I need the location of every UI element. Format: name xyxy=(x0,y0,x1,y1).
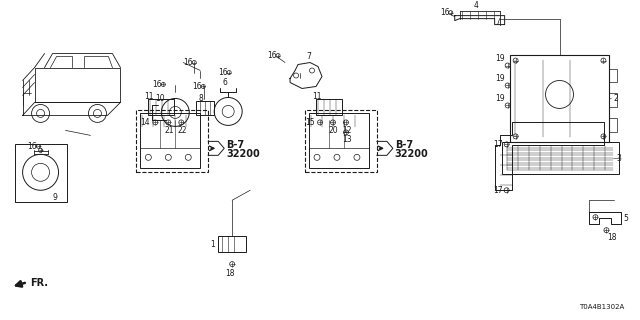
Text: 3: 3 xyxy=(616,154,621,163)
Text: 14: 14 xyxy=(140,118,150,127)
Text: 16: 16 xyxy=(267,51,276,60)
Bar xyxy=(609,118,618,132)
Text: 4: 4 xyxy=(474,1,479,10)
Text: B-7: B-7 xyxy=(395,140,413,150)
Bar xyxy=(502,142,620,174)
Bar xyxy=(136,110,208,172)
Text: 19: 19 xyxy=(495,54,505,63)
Text: 19: 19 xyxy=(495,74,505,83)
Text: 11: 11 xyxy=(312,92,321,101)
Text: 17: 17 xyxy=(493,140,503,149)
Text: 16: 16 xyxy=(192,82,202,91)
Text: 32200: 32200 xyxy=(226,149,260,159)
Text: 22: 22 xyxy=(177,126,187,135)
Text: 5: 5 xyxy=(623,214,628,223)
Text: 16: 16 xyxy=(152,80,162,89)
Text: 10: 10 xyxy=(156,94,165,103)
Text: 2: 2 xyxy=(613,94,618,103)
Text: 13: 13 xyxy=(342,135,351,144)
Text: 19: 19 xyxy=(495,94,505,103)
Bar xyxy=(305,110,377,172)
Text: FR.: FR. xyxy=(31,278,49,288)
Text: 16: 16 xyxy=(218,68,228,77)
Bar xyxy=(609,68,618,83)
Text: T0A4B1302A: T0A4B1302A xyxy=(579,304,625,310)
Text: 15: 15 xyxy=(305,118,315,127)
Text: 21: 21 xyxy=(164,126,174,135)
Text: 16: 16 xyxy=(440,8,449,17)
Text: B-7: B-7 xyxy=(226,140,244,150)
Bar xyxy=(309,113,369,168)
Text: 20: 20 xyxy=(329,126,339,135)
Bar xyxy=(509,54,609,142)
Text: 1: 1 xyxy=(210,240,215,249)
Text: 16: 16 xyxy=(183,58,193,67)
Bar xyxy=(15,144,67,202)
Bar xyxy=(140,113,200,168)
Bar xyxy=(609,93,618,108)
Text: 11: 11 xyxy=(145,92,154,101)
Text: 9: 9 xyxy=(52,193,58,202)
Text: 12: 12 xyxy=(342,126,351,135)
Bar xyxy=(148,100,174,116)
Text: 32200: 32200 xyxy=(395,149,429,159)
Text: 17: 17 xyxy=(493,186,503,195)
Bar xyxy=(196,101,214,116)
Text: 6: 6 xyxy=(222,78,227,87)
Bar xyxy=(316,100,342,116)
Bar xyxy=(218,236,246,252)
Text: 18: 18 xyxy=(607,233,617,242)
Text: 18: 18 xyxy=(225,268,235,277)
Text: 7: 7 xyxy=(306,52,311,61)
Text: 16: 16 xyxy=(28,142,37,151)
Text: 8: 8 xyxy=(198,94,203,103)
